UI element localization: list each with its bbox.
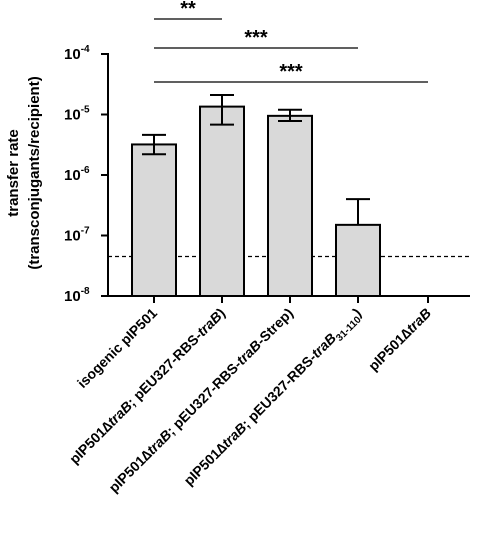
y-tick-label: 10-8 [64,286,90,305]
y-tick-label: 10-7 [64,226,90,245]
y-tick-label: 10-6 [64,165,90,184]
y-axis-ticks: 10-4 10-5 10-6 10-7 10-8 [64,44,108,305]
bar [267,114,313,298]
y-tick-label: 10-5 [64,105,90,124]
y-axis-title-line1: transfer rate [5,129,22,217]
error-bar [278,108,302,123]
error-bars-layer [142,94,370,225]
bar [131,143,177,297]
significance-label: ** [180,0,196,20]
significance-bracket: *** [154,27,358,49]
error-bar [346,198,370,225]
bar [199,105,245,297]
significance-bracket: ** [154,0,222,20]
significance-bracket: *** [154,61,428,83]
y-axis-title: transfer rate (transconjugants/recipient… [5,76,43,269]
bar [335,223,381,297]
significance-label: *** [244,27,268,49]
bars-layer [131,105,381,298]
error-bar [142,133,166,156]
y-axis-title-line2: (transconjugants/recipient) [26,76,43,269]
error-bar [210,94,234,126]
significance-brackets: ******** [154,0,428,83]
y-tick-label: 10-4 [64,44,90,63]
x-category-label: pIP501∆traB [365,305,434,374]
significance-label: *** [279,61,303,83]
axes [107,53,470,303]
